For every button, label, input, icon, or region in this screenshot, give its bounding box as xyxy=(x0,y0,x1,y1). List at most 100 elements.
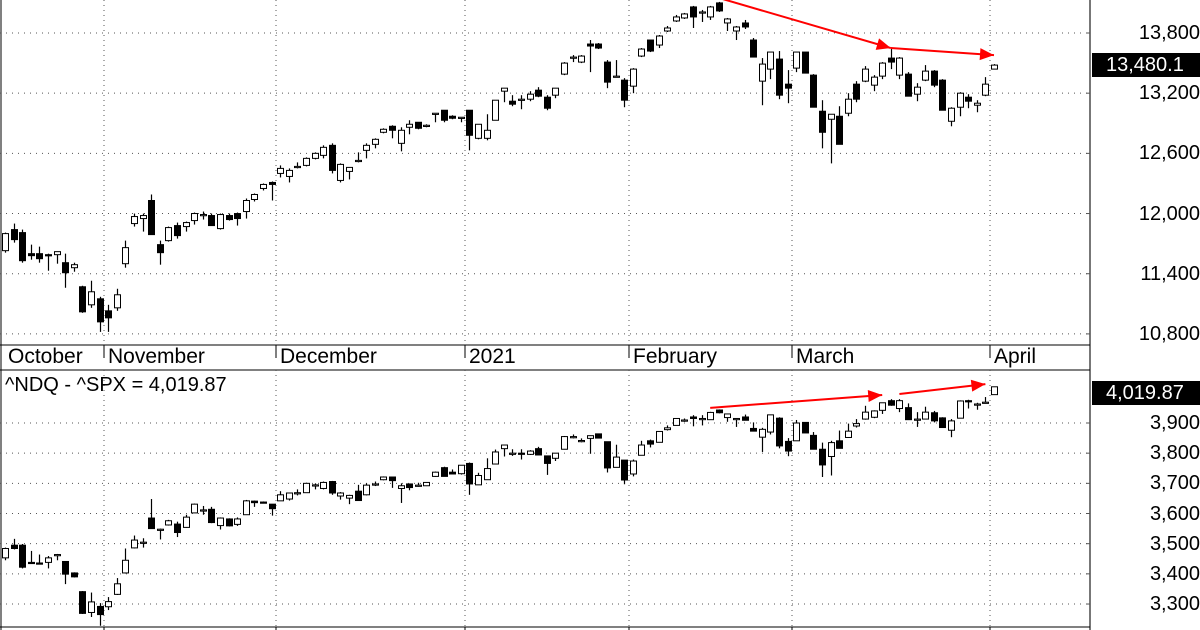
candle-body-up xyxy=(458,116,465,119)
candle xyxy=(320,481,327,490)
candle-body-down xyxy=(888,400,895,406)
candle-body-up xyxy=(673,417,680,426)
candle xyxy=(862,66,869,83)
candle-body-down xyxy=(441,109,448,121)
candle-body-up xyxy=(862,68,869,82)
candle xyxy=(337,492,344,500)
candle xyxy=(432,112,439,123)
candle-body-up xyxy=(793,422,800,442)
candle-body-down xyxy=(836,115,843,145)
candle xyxy=(793,419,800,442)
candle xyxy=(785,70,792,104)
candle xyxy=(28,550,35,565)
candle xyxy=(2,232,9,253)
month-label: December xyxy=(280,345,377,368)
candle xyxy=(174,222,181,239)
candle xyxy=(853,419,860,428)
candle xyxy=(509,95,516,107)
y-tick-label: 12,600 xyxy=(1138,142,1200,165)
candle xyxy=(303,482,310,494)
candle-body-up xyxy=(140,541,147,544)
candle xyxy=(974,402,981,410)
candle xyxy=(621,78,628,108)
candle-body-down xyxy=(260,501,267,504)
candle-body-down xyxy=(647,39,654,52)
candle xyxy=(587,40,594,73)
candle xyxy=(810,74,817,108)
candle-body-down xyxy=(415,121,422,129)
candle-body-down xyxy=(269,503,276,510)
candle xyxy=(114,288,121,311)
candle xyxy=(398,127,405,152)
candle-body-up xyxy=(363,484,370,496)
candle xyxy=(793,51,800,73)
candle-body-up xyxy=(613,75,620,78)
candle-body-down xyxy=(621,459,628,481)
candle-body-up xyxy=(320,481,327,489)
candle-body-down xyxy=(716,409,723,414)
candle-body-up xyxy=(656,430,663,443)
candle xyxy=(183,514,190,528)
candle xyxy=(11,223,18,243)
candle xyxy=(105,597,112,611)
candle-body-up xyxy=(948,420,955,431)
candle-body-down xyxy=(389,476,396,482)
candle-body-down xyxy=(466,462,473,485)
candle xyxy=(36,554,43,565)
candle-body-up xyxy=(415,484,422,487)
candle xyxy=(260,183,267,191)
candle-body-up xyxy=(260,183,267,189)
candle-body-up xyxy=(501,444,508,450)
candle xyxy=(896,399,903,413)
trend-arrow-line xyxy=(710,393,883,409)
candle-body-up xyxy=(423,481,430,487)
candle xyxy=(681,12,688,19)
candle xyxy=(613,444,620,468)
candle xyxy=(200,505,207,515)
candle-body-down xyxy=(355,490,362,502)
candle-body-down xyxy=(79,591,86,614)
candle xyxy=(982,397,989,404)
candle-body-up xyxy=(423,124,430,127)
candle-body-down xyxy=(604,441,611,469)
candle xyxy=(355,152,362,163)
candle-body-down xyxy=(587,43,594,47)
candle xyxy=(759,427,766,452)
candle-body-down xyxy=(810,74,817,108)
candle xyxy=(174,521,181,538)
candle xyxy=(690,5,697,28)
candle xyxy=(965,399,972,409)
y-tick-label: 3,900 xyxy=(1149,412,1200,434)
candle xyxy=(673,14,680,22)
candle xyxy=(570,55,577,63)
candle xyxy=(982,77,989,97)
candle-body-up xyxy=(303,157,310,166)
candle xyxy=(656,430,663,443)
candle-body-down xyxy=(785,83,792,89)
month-label: March xyxy=(796,345,855,368)
candle xyxy=(148,499,155,530)
candle-body-up xyxy=(183,516,190,528)
candle-body-up xyxy=(552,87,559,96)
candle xyxy=(819,442,826,478)
candle-body-down xyxy=(518,452,525,455)
candle xyxy=(733,25,740,41)
candle-body-down xyxy=(965,400,972,403)
candle-body-up xyxy=(828,442,835,457)
candle-body-up xyxy=(114,294,121,309)
candle xyxy=(776,417,783,449)
candle-body-up xyxy=(320,146,327,156)
candle-body-up xyxy=(974,403,981,406)
candle-body-up xyxy=(363,144,370,151)
candle xyxy=(888,399,895,406)
candle-body-down xyxy=(406,483,413,489)
candle xyxy=(871,75,878,92)
candle-body-up xyxy=(217,214,224,230)
candle-body-down xyxy=(819,110,826,133)
candle xyxy=(208,506,215,524)
candle xyxy=(518,95,525,110)
candle xyxy=(372,138,379,149)
candle xyxy=(948,107,955,127)
candle xyxy=(828,113,835,164)
candle xyxy=(527,91,534,102)
